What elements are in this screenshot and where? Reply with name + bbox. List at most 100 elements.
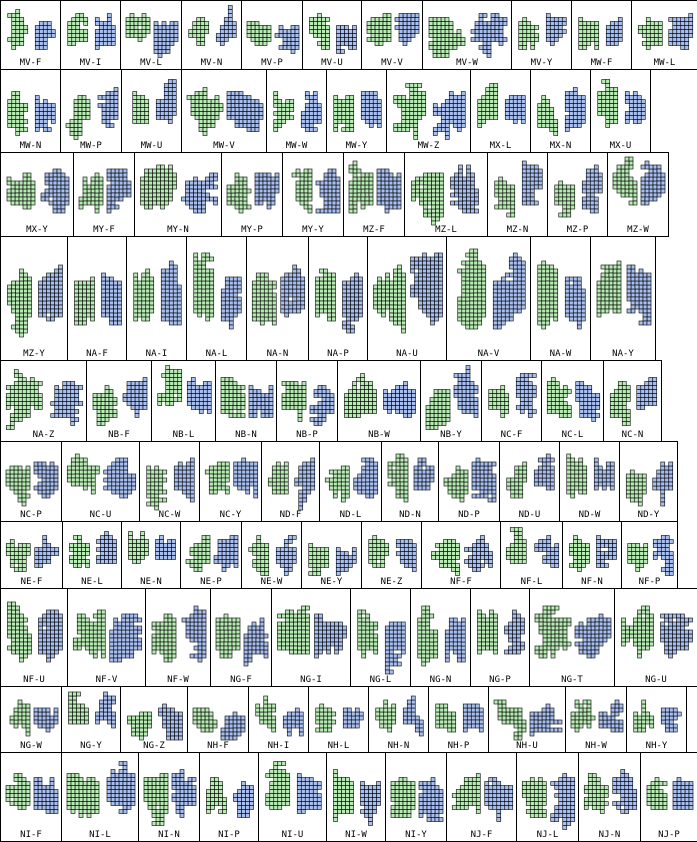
tiling-cell: NF-F	[421, 521, 501, 589]
tiling-cell: NG-I	[271, 588, 351, 687]
tiling-drawing	[425, 365, 479, 430]
green-tiling-shape	[612, 156, 638, 206]
tiling-label: NG-T	[561, 675, 583, 685]
blue-tiling-shape	[226, 91, 264, 132]
tiling-label: MV-P	[261, 58, 283, 68]
tiling-drawing	[612, 156, 666, 206]
tiling-label: NJ-L	[536, 830, 559, 840]
tiling-cell: NF-V	[67, 588, 146, 687]
tiling-cell: NE-L	[62, 521, 122, 589]
tiling-label: NA-W	[549, 349, 572, 359]
blue-tiling-shape	[314, 613, 347, 659]
tiling-cell: MV-I	[60, 0, 121, 70]
tiling-drawing	[570, 699, 624, 733]
green-tiling-shape	[344, 373, 377, 418]
tiling-drawing	[633, 699, 682, 733]
tiling-label: NE-W	[260, 577, 283, 587]
tiling-label: NA-N	[266, 349, 289, 359]
tiling-label: NF-N	[581, 577, 603, 587]
green-tiling-shape	[7, 601, 32, 663]
tiling-drawing	[537, 260, 586, 330]
tiling-cell: NC-F	[481, 360, 542, 442]
green-tiling-shape	[357, 609, 379, 659]
tiling-label: NA-L	[205, 349, 228, 359]
tiling-drawing	[7, 91, 56, 136]
tiling-drawing	[518, 13, 567, 50]
blue-tiling-shape	[533, 453, 555, 491]
blue-tiling-shape	[342, 707, 364, 729]
tiling-label: MY-N	[167, 225, 189, 235]
tiling-label: ND-N	[399, 510, 421, 520]
tiling-drawing	[348, 160, 402, 214]
tiling-label: MY-F	[93, 225, 115, 235]
blue-tiling-shape	[353, 457, 379, 499]
tiling-label: NI-L	[89, 830, 111, 840]
green-tiling-shape	[248, 535, 270, 576]
blue-tiling-shape	[668, 13, 694, 50]
tiling-cell: MW-Z	[386, 69, 471, 153]
tiling-cell: NA-Y	[590, 236, 656, 361]
green-tiling-shape	[7, 268, 32, 338]
tiling-cell: NE-Y	[301, 521, 362, 589]
tiling-cell: NA-N	[246, 236, 309, 361]
tiling-label: MX-L	[489, 141, 512, 151]
green-tiling-shape	[566, 453, 588, 499]
blue-tiling-shape	[106, 168, 132, 214]
tiling-label: NH-W	[585, 741, 607, 751]
tiling-cell: MZ-F	[343, 152, 405, 237]
blue-tiling-shape	[336, 25, 357, 54]
blue-tiling-shape	[660, 613, 693, 659]
blue-tiling-shape	[40, 168, 70, 214]
tiling-drawing	[143, 769, 197, 826]
tiling-cell: NI-N	[138, 752, 200, 842]
tiling-drawing	[431, 535, 493, 576]
green-tiling-shape	[246, 21, 272, 46]
tiling-drawing	[185, 535, 239, 572]
blue-tiling-shape	[342, 272, 363, 334]
green-tiling-shape	[627, 543, 649, 572]
green-tiling-shape	[281, 381, 307, 422]
green-tiling-shape	[443, 465, 469, 503]
green-tiling-shape	[333, 95, 355, 132]
tiling-drawing	[435, 703, 484, 733]
green-tiling-shape	[92, 385, 118, 426]
green-tiling-shape	[5, 465, 31, 507]
tiling-drawing	[267, 457, 316, 511]
tiling-cell: MW-N	[0, 69, 61, 153]
tiling-label: NH-N	[387, 741, 410, 751]
green-tiling-shape	[578, 17, 600, 50]
tiling-drawing	[537, 87, 586, 136]
tiling-drawing	[315, 703, 364, 733]
tiling-cell: NH-F	[187, 686, 249, 753]
blue-tiling-shape	[274, 25, 300, 54]
green-tiling-shape	[505, 527, 527, 564]
tiling-cell: NE-W	[241, 521, 302, 589]
tiling-label: MW-W	[285, 141, 308, 151]
blue-tiling-shape	[50, 381, 84, 426]
tiling-cell: MV-L	[120, 0, 182, 70]
blue-tiling-shape	[171, 769, 197, 818]
green-tiling-shape	[255, 695, 277, 733]
blue-tiling-shape	[484, 777, 514, 822]
green-tiling-shape	[646, 777, 668, 810]
tiling-drawing	[333, 91, 382, 132]
blue-tiling-shape	[33, 777, 59, 814]
blue-tiling-shape	[593, 457, 615, 491]
blue-tiling-shape	[181, 172, 218, 214]
tiling-drawing	[188, 5, 237, 46]
tiling-drawing	[477, 83, 526, 128]
tiling-cell: MW-W	[266, 69, 327, 153]
green-tiling-shape	[366, 13, 392, 46]
tiling-cell: NB-F	[86, 360, 152, 442]
tiling-label: NF-U	[23, 675, 45, 685]
tiling-cell: NC-L	[541, 360, 604, 442]
tiling-label: NI-Y	[405, 830, 427, 840]
tiling-drawing	[72, 609, 143, 663]
green-tiling-shape	[348, 160, 374, 214]
tiling-drawing	[506, 453, 555, 499]
tiling-cell: NB-P	[276, 360, 338, 442]
green-tiling-shape	[127, 711, 152, 741]
tiling-label: NA-Y	[612, 349, 634, 359]
tiling-label: NA-U	[396, 349, 418, 359]
blue-tiling-shape	[220, 276, 242, 330]
